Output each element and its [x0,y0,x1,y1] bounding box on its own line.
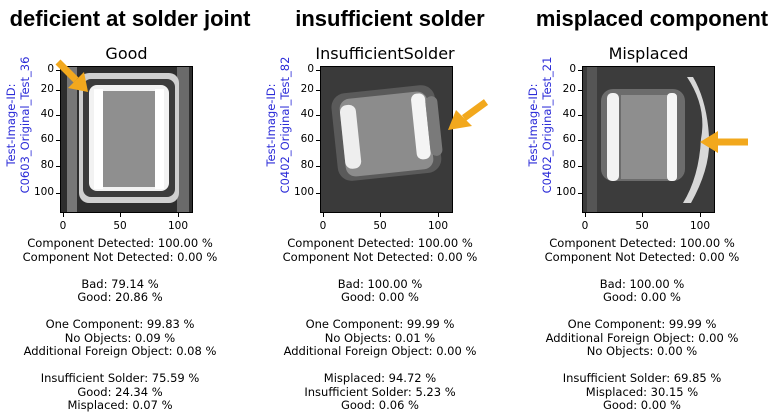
panel-heading: misplaced component [535,6,769,31]
stat-line: Good: 0.00 % [602,398,681,412]
x-tick: 50 [635,220,649,232]
y-tick: 100 [33,186,54,198]
stat-line: No Objects: 0.09 % [64,330,176,345]
stat-line: Component Not Detected: 0.00 % [282,249,478,264]
stat-line: Component Detected: 100.00 % [287,236,473,250]
test-image-id-label: Test-Image-ID: C0402_Original_Test_21 [526,40,556,210]
stat-line: Additional Foreign Object: 0.00 % [545,330,739,345]
y-tick: 20 [562,83,576,95]
stat-line: Bad: 100.00 % [337,276,423,291]
y-tick: 80 [562,159,576,171]
y-tick: 40 [300,108,314,120]
side-label-line-1: Test-Image-ID: [264,83,278,167]
stat-line: Additional Foreign Object: 0.00 % [283,344,477,358]
y-tick: 80 [40,159,54,171]
side-label-line-2: C0402_Original_Test_82 [278,56,292,194]
stat-line: Misplaced: 94.72 % [323,371,437,385]
stat-line: Good: 0.06 % [340,398,419,412]
panel-heading: insufficient solder [295,6,485,31]
y-tick: 60 [562,133,576,145]
y-tick: 60 [40,133,54,145]
arrow-icon [700,131,748,153]
stat-line: Misplaced: 30.15 % [585,384,699,399]
side-label-line-1: Test-Image-ID: [526,83,540,167]
stat-line: Bad: 79.14 % [81,276,159,291]
x-tick: 100 [167,220,189,232]
stat-line: Good: 0.00 % [340,290,419,304]
y-tick: 20 [300,83,314,95]
stat-line: Misplaced: 0.07 % [67,398,173,412]
test-image-id-label: Test-Image-ID: C0402_Original_Test_82 [264,40,294,210]
x-tick: 100 [427,220,449,232]
stat-line: Good: 20.86 % [77,290,163,304]
plot-title: Misplaced [608,44,689,63]
y-tick: 100 [555,186,576,198]
y-tick: 0 [47,63,54,75]
stat-line: One Component: 99.99 % [567,317,717,331]
panel-deficient-solder-joint: deficient at solder joint Good Test-Imag… [0,0,260,412]
stat-line: Good: 24.34 % [77,384,163,399]
side-label-line-2: C0603_Original_Test_36 [18,56,32,194]
xray-image-good [60,66,193,213]
stat-line: Component Not Detected: 0.00 % [544,249,740,264]
stat-line: No Objects: 0.00 % [586,344,698,358]
x-tick: 0 [59,220,67,232]
side-label-line-1: Test-Image-ID: [4,83,18,167]
y-tick: 40 [562,108,576,120]
prediction-stats: Component Detected: 100.00 % Component N… [542,236,742,413]
y-tick: 0 [569,63,576,75]
component-xray [61,67,192,212]
plot-title: InsufficientSolder [315,44,455,63]
y-tick: 20 [40,83,54,95]
arrow-icon [448,99,489,130]
x-tick: 50 [113,220,127,232]
stat-line: Insufficient Solder: 5.23 % [304,384,456,399]
stat-line: Component Not Detected: 0.00 % [22,249,218,264]
y-tick: 40 [40,108,54,120]
stat-line: Component Detected: 100.00 % [27,236,213,250]
stat-line: Bad: 100.00 % [599,276,685,291]
y-tick: 0 [307,63,314,75]
prediction-stats: Component Detected: 100.00 % Component N… [20,236,220,413]
stat-line: One Component: 99.83 % [45,317,195,331]
stat-line: One Component: 99.99 % [305,317,455,331]
x-tick: 100 [689,220,711,232]
stat-line: Additional Foreign Object: 0.08 % [23,344,217,358]
plot-title: Good [105,44,148,63]
x-tick: 0 [319,220,327,232]
component-xray [321,67,452,212]
y-tick: 100 [293,186,314,198]
side-label-line-2: C0402_Original_Test_21 [540,56,554,194]
xray-image-insufficient-solder [320,66,453,213]
y-tick: 80 [300,159,314,171]
stat-line: Good: 0.00 % [602,290,681,304]
x-tick: 50 [373,220,387,232]
test-image-id-label: Test-Image-ID: C0603_Original_Test_36 [4,40,34,210]
stat-line: No Objects: 0.01 % [324,330,436,345]
stat-line: Component Detected: 100.00 % [549,236,735,250]
stat-line: Insufficient Solder: 75.59 % [40,371,200,385]
x-tick: 0 [581,220,589,232]
y-tick: 60 [300,133,314,145]
stat-line: Insufficient Solder: 69.85 % [562,371,722,385]
prediction-stats: Component Detected: 100.00 % Component N… [280,236,480,413]
panel-insufficient-solder: insufficient solder InsufficientSolder T… [260,0,520,412]
panel-misplaced-component: misplaced component Misplaced Test-Image… [522,0,782,412]
panel-heading: deficient at solder joint [9,6,251,31]
xray-image-misplaced [582,66,715,213]
component-xray [583,67,714,212]
arrow-icon [55,59,88,92]
